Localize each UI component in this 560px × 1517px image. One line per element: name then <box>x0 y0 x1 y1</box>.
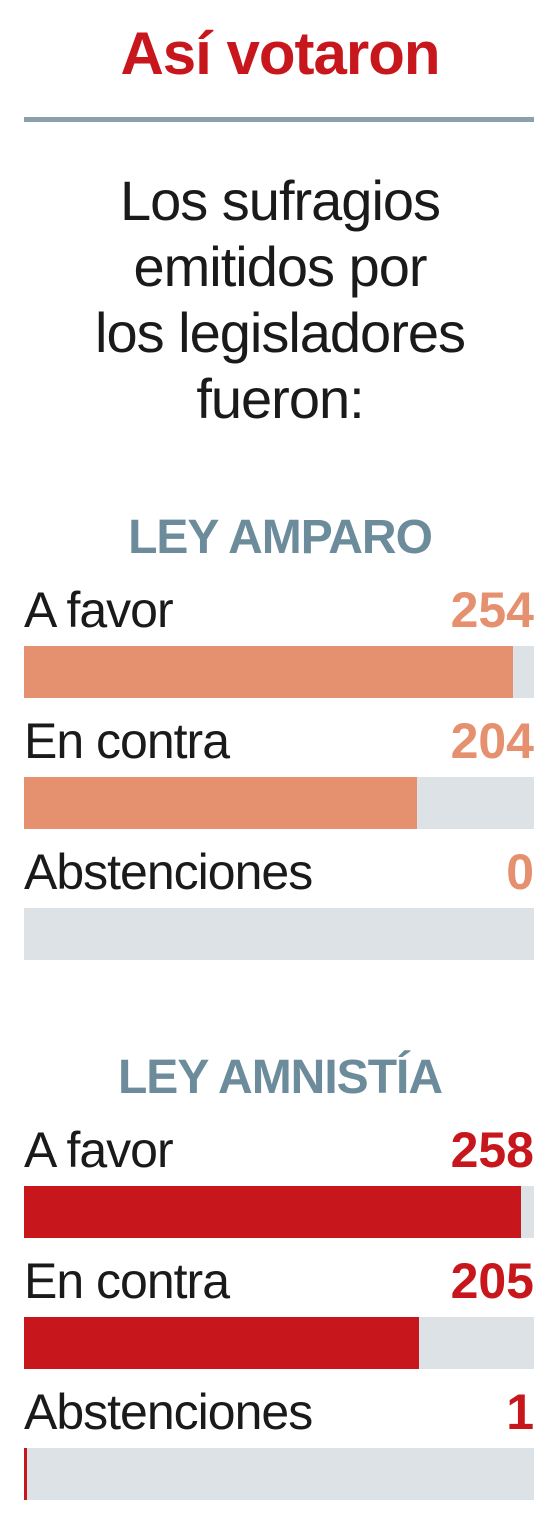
intro-line: Los sufragios <box>119 169 441 232</box>
bar-row-a-favor: A favor 258 <box>24 1118 534 1248</box>
category-label: En contra <box>24 713 230 769</box>
intro-text: Los sufragios emitidos por los legislado… <box>0 168 560 432</box>
bar-row-en-contra: En contra 204 <box>24 709 534 839</box>
bar <box>24 1317 419 1369</box>
data-label: 258 <box>450 1122 534 1178</box>
intro-line: los legisladores <box>95 301 466 364</box>
bar-row-en-contra: En contra 205 <box>24 1249 534 1379</box>
intro-line: fueron: <box>196 367 364 430</box>
data-label: 205 <box>450 1253 534 1309</box>
data-label: 0 <box>506 844 534 900</box>
category-label: Abstenciones <box>24 844 313 900</box>
bar-track <box>24 908 534 960</box>
category-label: A favor <box>24 582 174 638</box>
page-title: Así votaron <box>120 20 440 87</box>
bar <box>24 777 417 829</box>
data-label: 1 <box>506 1384 534 1440</box>
bar-track <box>24 1448 534 1500</box>
bar <box>24 1186 521 1238</box>
bar <box>24 646 513 698</box>
category-label: En contra <box>24 1253 230 1309</box>
divider <box>24 117 534 122</box>
intro-line: emitidos por <box>133 235 427 298</box>
chart-title: LEY AMPARO <box>128 511 433 564</box>
data-label: 254 <box>450 582 534 638</box>
bar-track <box>24 1317 534 1369</box>
bar <box>24 1448 27 1500</box>
bar-track <box>24 646 534 698</box>
bar-row-abstenciones: Abstenciones 1 <box>24 1380 534 1510</box>
chart-title: LEY AMNISTÍA <box>117 1051 443 1104</box>
bar-row-abstenciones: Abstenciones 0 <box>24 840 534 970</box>
category-label: Abstenciones <box>24 1384 313 1440</box>
data-label: 204 <box>450 713 534 769</box>
category-label: A favor <box>24 1122 174 1178</box>
bar-track <box>24 777 534 829</box>
bar-row-a-favor: A favor 254 <box>24 578 534 708</box>
bar-track <box>24 1186 534 1238</box>
